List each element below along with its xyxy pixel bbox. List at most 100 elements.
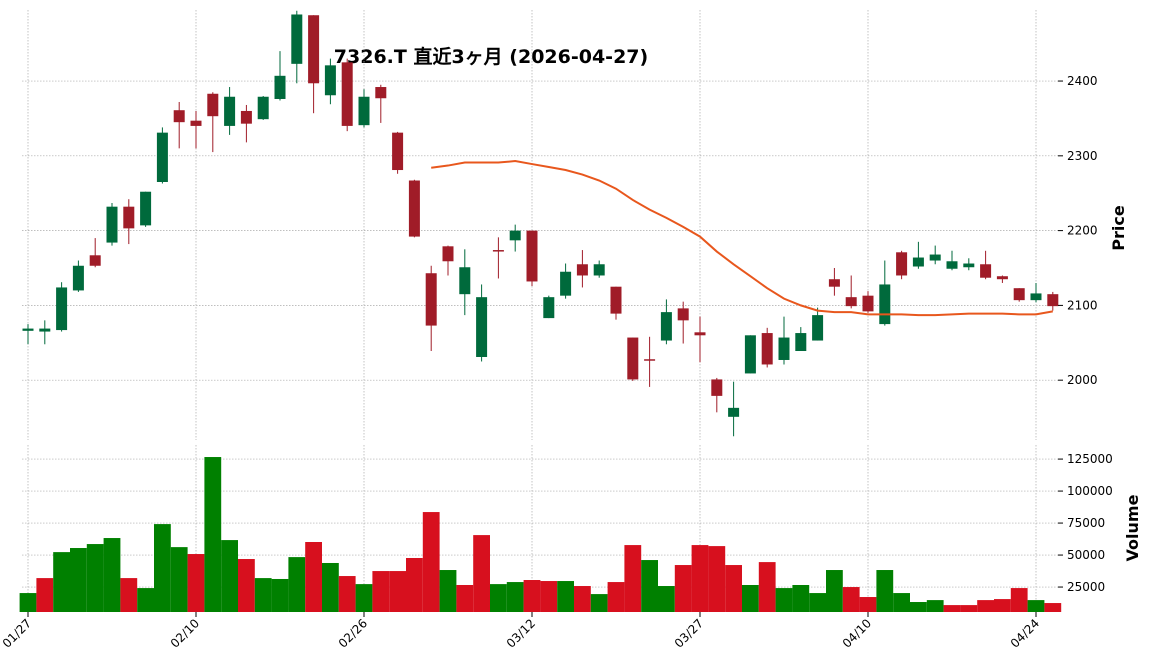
candle-body [123, 206, 135, 229]
candle-body [72, 265, 84, 291]
candle-body [627, 337, 639, 380]
volume-bar [994, 599, 1011, 612]
candle-body [711, 379, 723, 396]
candle-body [896, 252, 908, 276]
volume-bar [540, 581, 558, 612]
candle-body [560, 271, 572, 296]
candle-body [156, 132, 168, 182]
volume-bar [490, 584, 507, 612]
candle-body [173, 110, 185, 123]
volume-bar [557, 581, 574, 612]
candle-body [963, 263, 975, 268]
y-tick-label: 2200 [1067, 224, 1098, 238]
candle-body [358, 96, 370, 126]
candle-body [543, 297, 555, 319]
volume-bar [305, 542, 322, 612]
candle-body [509, 230, 521, 241]
volume-bar [221, 540, 238, 612]
candle-body [761, 333, 773, 365]
candle-body [341, 62, 353, 126]
volume-bar [170, 547, 188, 612]
volume-bar [103, 538, 121, 612]
volume-bar [372, 571, 390, 612]
candle-body [644, 359, 656, 361]
volume-bar [893, 593, 910, 612]
candle-body [190, 120, 202, 126]
candle-body [862, 295, 874, 312]
volume-bar [607, 582, 625, 612]
y-tick-label: 2000 [1067, 373, 1098, 387]
volume-bar [204, 457, 222, 612]
chart-title: 7326.T 直近3ヶ月 (2026-04-27) [334, 45, 648, 68]
volume-bar [322, 562, 339, 612]
candle-body [274, 75, 286, 99]
candle-body [22, 328, 34, 331]
candle-body [140, 191, 152, 226]
candle-body [879, 284, 891, 325]
candle-body [1013, 288, 1025, 301]
volume-bar [809, 593, 826, 612]
volume-bar [977, 600, 994, 612]
candle-body [610, 286, 622, 314]
volume-bar [523, 580, 541, 612]
candle-body [526, 230, 538, 282]
volume-bar [53, 552, 70, 612]
moving-average-line [431, 160, 1053, 317]
candle-body [845, 297, 857, 307]
x-tick-label: 03/12 [504, 616, 538, 650]
candle-body [224, 96, 236, 126]
candle-body [593, 264, 605, 276]
candle-body [240, 110, 252, 124]
candle-body [744, 335, 756, 374]
candle-body [1047, 294, 1059, 307]
y-tick-label: 25000 [1067, 580, 1105, 594]
candle-body [89, 255, 101, 266]
volume-bar [355, 584, 373, 612]
candle-body [308, 15, 320, 84]
x-tick-label: 02/26 [336, 616, 370, 650]
candle-body [291, 14, 303, 64]
volume-bar [254, 578, 272, 612]
volume-bar [137, 588, 154, 612]
volume-bar [641, 560, 658, 612]
grid [22, 10, 1058, 612]
volume-bar [271, 578, 289, 612]
x-tick-label: 03/27 [672, 616, 706, 650]
volume-bar [725, 565, 742, 612]
candle-body [408, 180, 420, 237]
marks [19, 10, 1062, 612]
volume-bar [506, 582, 524, 612]
candle-body [576, 264, 588, 276]
y-tick-label: 125000 [1067, 452, 1113, 466]
candle-body [56, 287, 68, 331]
volume-bar [288, 557, 306, 612]
volume-bar [1027, 600, 1045, 612]
volume-bar [338, 576, 356, 612]
volume-bar [1010, 588, 1028, 612]
candle-body [828, 279, 840, 287]
volume-bar [86, 544, 104, 612]
volume-bar [775, 588, 793, 612]
volume-bar [574, 586, 591, 612]
candle-body [375, 87, 387, 99]
candle-body [795, 333, 807, 352]
volume-bar [910, 602, 927, 612]
x-tick-label: 01/27 [0, 616, 34, 650]
volume-bar [624, 545, 642, 612]
candle-body [677, 308, 689, 321]
candle-body [39, 328, 51, 332]
candle-body [425, 273, 437, 326]
y-tick-label: 2300 [1067, 149, 1098, 163]
volume-bar [926, 600, 944, 612]
volume-bar [187, 554, 205, 612]
volume-bar [590, 594, 608, 612]
volume-bar [406, 557, 423, 612]
candle-body [929, 254, 941, 261]
volume-bar [742, 584, 759, 612]
volume-axis-label: Volume [1123, 494, 1142, 561]
candle-body [660, 312, 672, 341]
volume-bar [859, 597, 877, 612]
volume-bar [674, 565, 692, 612]
volume-bar [19, 593, 37, 612]
